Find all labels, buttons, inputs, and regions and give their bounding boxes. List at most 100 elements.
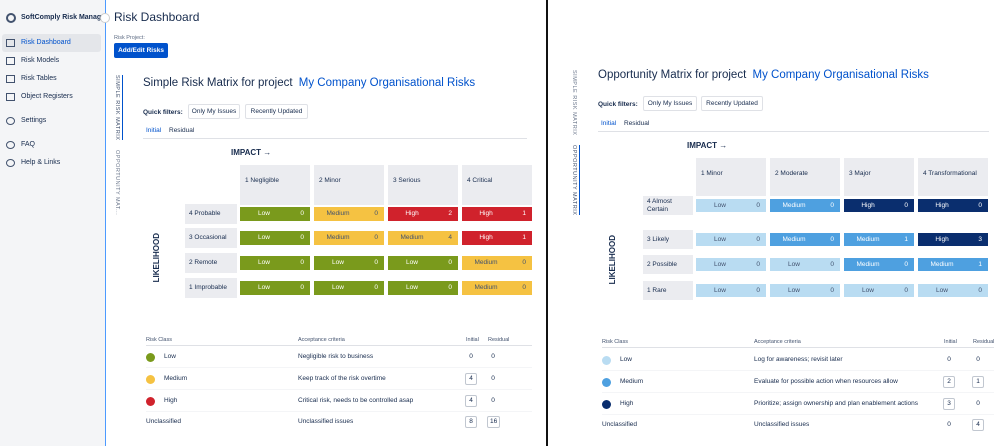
cell-count: 0 (522, 284, 526, 291)
side-tab[interactable]: OPPORTUNITY MAT... (114, 150, 120, 216)
count-residual: 4 (972, 419, 984, 431)
matrix-cell[interactable]: Low 0 (314, 256, 384, 270)
tab-underline (143, 138, 527, 139)
cell-count: 0 (904, 202, 908, 209)
matrix-cell[interactable]: Low 0 (696, 233, 766, 246)
matrix-cell[interactable]: Low 0 (240, 256, 310, 270)
count-residual: 0 (491, 353, 495, 360)
nav-item[interactable]: Risk Tables (21, 75, 57, 82)
nav-item[interactable]: Settings (21, 117, 47, 124)
matrix-cell[interactable]: Medium 4 (388, 231, 458, 245)
cell-class: Medium (782, 202, 806, 209)
matrix-cell[interactable]: Low 0 (770, 284, 840, 297)
nav-item[interactable]: Help & Links (21, 159, 61, 166)
panel-title: Simple Risk Matrix for project My Compan… (143, 76, 475, 90)
matrix-cell[interactable]: Low 0 (388, 256, 458, 270)
side-tab[interactable]: SIMPLE RISK MATRIX (571, 70, 577, 136)
nav-icon (6, 57, 15, 65)
nav-item[interactable]: FAQ (21, 141, 36, 148)
cell-count: 0 (374, 234, 378, 241)
matrix-tab[interactable]: Residual (624, 120, 650, 127)
quick-filters-label: Quick filters: (143, 109, 183, 116)
matrix-cell[interactable]: Medium 1 (918, 258, 988, 271)
row-label: 4 Probable (185, 204, 237, 224)
legend-header: Acceptance criteria (298, 337, 345, 343)
nav-item[interactable]: Risk Dashboard (21, 39, 71, 46)
matrix-cell[interactable]: Medium 0 (770, 233, 840, 246)
cell-count: 0 (904, 287, 908, 294)
side-tab[interactable]: OPPORTUNITY MATRIX (571, 145, 580, 216)
cell-class: Medium (326, 234, 350, 241)
row-label: 1 Improbable (185, 278, 237, 298)
count-residual: 1 (972, 376, 984, 388)
nav-item[interactable]: Object Registers (21, 93, 73, 100)
matrix-cell[interactable]: Low 0 (696, 284, 766, 297)
matrix-cell[interactable]: High 3 (918, 233, 988, 246)
legend-row-line (602, 392, 994, 393)
filter-button[interactable]: Only My Issues (643, 96, 697, 111)
filter-button[interactable]: Recently Updated (701, 96, 763, 111)
legend-header: Initial (944, 339, 957, 345)
matrix-cell[interactable]: Medium 0 (844, 258, 914, 271)
matrix-cell[interactable]: Low 0 (918, 284, 988, 297)
matrix-cell[interactable]: High 1 (462, 207, 532, 221)
cell-class: Low (788, 287, 800, 294)
cell-class: High (935, 236, 949, 243)
matrix-cell[interactable]: Low 0 (240, 281, 310, 295)
collapse-button[interactable] (100, 13, 110, 23)
matrix-cell[interactable]: Medium 1 (844, 233, 914, 246)
filter-button[interactable]: Only My Issues (188, 104, 240, 119)
matrix-cell[interactable]: High 0 (918, 199, 988, 212)
criteria: Negligible risk to business (298, 353, 374, 360)
row-label: 2 Possible (643, 255, 693, 274)
class-name: High (620, 400, 634, 407)
cell-class: Low (714, 202, 726, 209)
cell-count: 0 (522, 259, 526, 266)
legend-header-line (146, 345, 532, 346)
matrix-cell[interactable]: Low 0 (844, 284, 914, 297)
matrix-cell[interactable]: Medium 0 (770, 199, 840, 212)
class-name: Unclassified (602, 421, 638, 428)
matrix-cell[interactable]: Medium 0 (314, 207, 384, 221)
project-link: My Company Organisational Risks (752, 69, 929, 81)
nav-item[interactable]: Risk Models (21, 57, 60, 64)
legend-header: Risk Class (146, 337, 172, 343)
cell-count: 0 (756, 236, 760, 243)
count-residual: 16 (487, 416, 501, 428)
cell-count: 1 (978, 261, 982, 268)
impact-label: IMPACT → (687, 141, 728, 150)
matrix-cell[interactable]: Low 0 (240, 231, 310, 245)
matrix-cell[interactable]: Low 0 (240, 207, 310, 221)
matrix-cell[interactable]: High 0 (844, 199, 914, 212)
cell-count: 0 (300, 210, 304, 217)
side-tab[interactable]: SIMPLE RISK MATRIX (114, 75, 123, 141)
count-residual: 0 (976, 400, 980, 407)
matrix-cell[interactable]: Medium 0 (462, 256, 532, 270)
matrix-cell[interactable]: Low 0 (388, 281, 458, 295)
matrix-tab[interactable]: Residual (169, 127, 195, 134)
column-header: 3 Serious (388, 165, 458, 205)
matrix-cell[interactable]: Medium 0 (314, 231, 384, 245)
cell-class: Medium (400, 234, 424, 241)
cell-count: 0 (448, 259, 452, 266)
matrix-cell[interactable]: High 1 (462, 231, 532, 245)
matrix-cell[interactable]: Medium 0 (462, 281, 532, 295)
count-initial: 0 (947, 356, 951, 363)
filter-button[interactable]: Recently Updated (245, 104, 308, 119)
matrix-cell[interactable]: Low 0 (696, 199, 766, 212)
cell-class: Low (332, 259, 344, 266)
legend-row-line (602, 370, 994, 371)
column-header: 2 Moderate (770, 158, 840, 196)
cell-count: 0 (374, 259, 378, 266)
matrix-cell[interactable]: High 2 (388, 207, 458, 221)
matrix-cell[interactable]: Low 0 (696, 258, 766, 271)
cell-class: Low (332, 284, 344, 291)
matrix-cell[interactable]: Low 0 (770, 258, 840, 271)
nav-icon (6, 75, 15, 83)
add-edit-button[interactable]: Add/Edit Risks (114, 43, 168, 58)
class-dot (146, 374, 155, 384)
cell-class: Low (714, 261, 726, 268)
count-initial: 3 (943, 398, 955, 410)
matrix-cell[interactable]: Low 0 (314, 281, 384, 295)
